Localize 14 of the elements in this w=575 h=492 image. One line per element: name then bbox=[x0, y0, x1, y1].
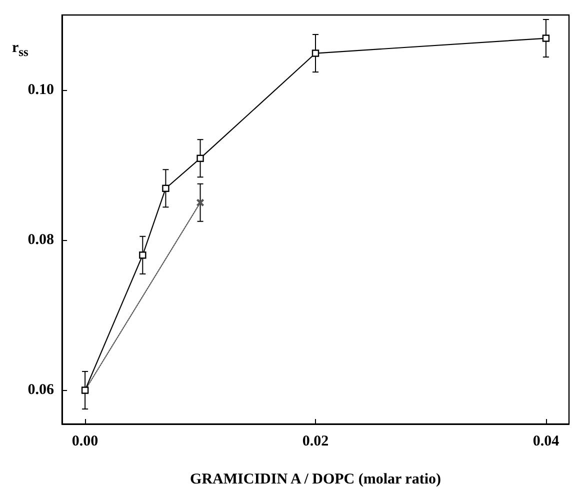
x-tick-label: 0.02 bbox=[302, 434, 329, 450]
point bbox=[139, 252, 146, 259]
y-tick-label: 0.06 bbox=[28, 382, 54, 398]
point bbox=[196, 154, 204, 162]
y-tick-label: 0.08 bbox=[28, 232, 54, 248]
x-axis-title: GRAMICIDIN A / DOPC (molar ratio) bbox=[190, 472, 441, 488]
point bbox=[196, 198, 204, 207]
x-tick-label: 0.04 bbox=[532, 434, 560, 450]
point bbox=[312, 50, 320, 57]
point bbox=[162, 184, 170, 192]
y-axis-title: r$_{ss}$ bbox=[12, 40, 28, 60]
point bbox=[542, 34, 550, 42]
x-tick-label: 0.00 bbox=[72, 434, 98, 450]
y-tick-label: 0.10 bbox=[28, 82, 54, 98]
